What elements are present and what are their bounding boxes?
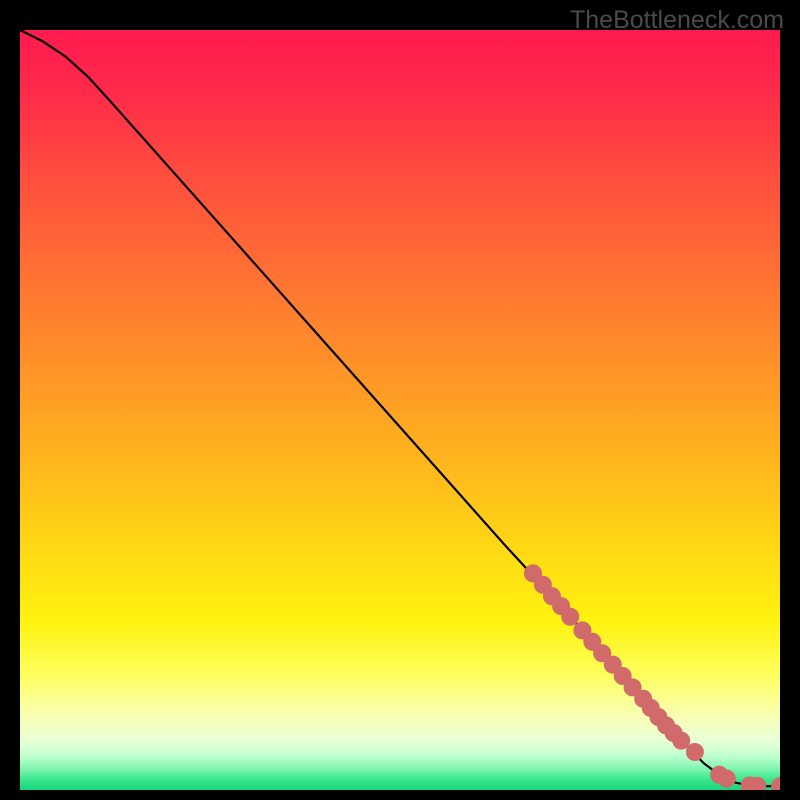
plot-area — [20, 30, 780, 790]
watermark-text: TheBottleneck.com — [570, 6, 784, 35]
data-marker — [562, 608, 579, 625]
data-marker — [749, 777, 766, 790]
data-marker — [686, 744, 703, 761]
curve-layer — [20, 30, 780, 790]
data-marker — [673, 732, 690, 749]
data-marker — [718, 770, 735, 787]
bottleneck-curve — [20, 30, 780, 786]
stage: TheBottleneck.com — [0, 0, 800, 800]
data-marker — [772, 778, 781, 790]
